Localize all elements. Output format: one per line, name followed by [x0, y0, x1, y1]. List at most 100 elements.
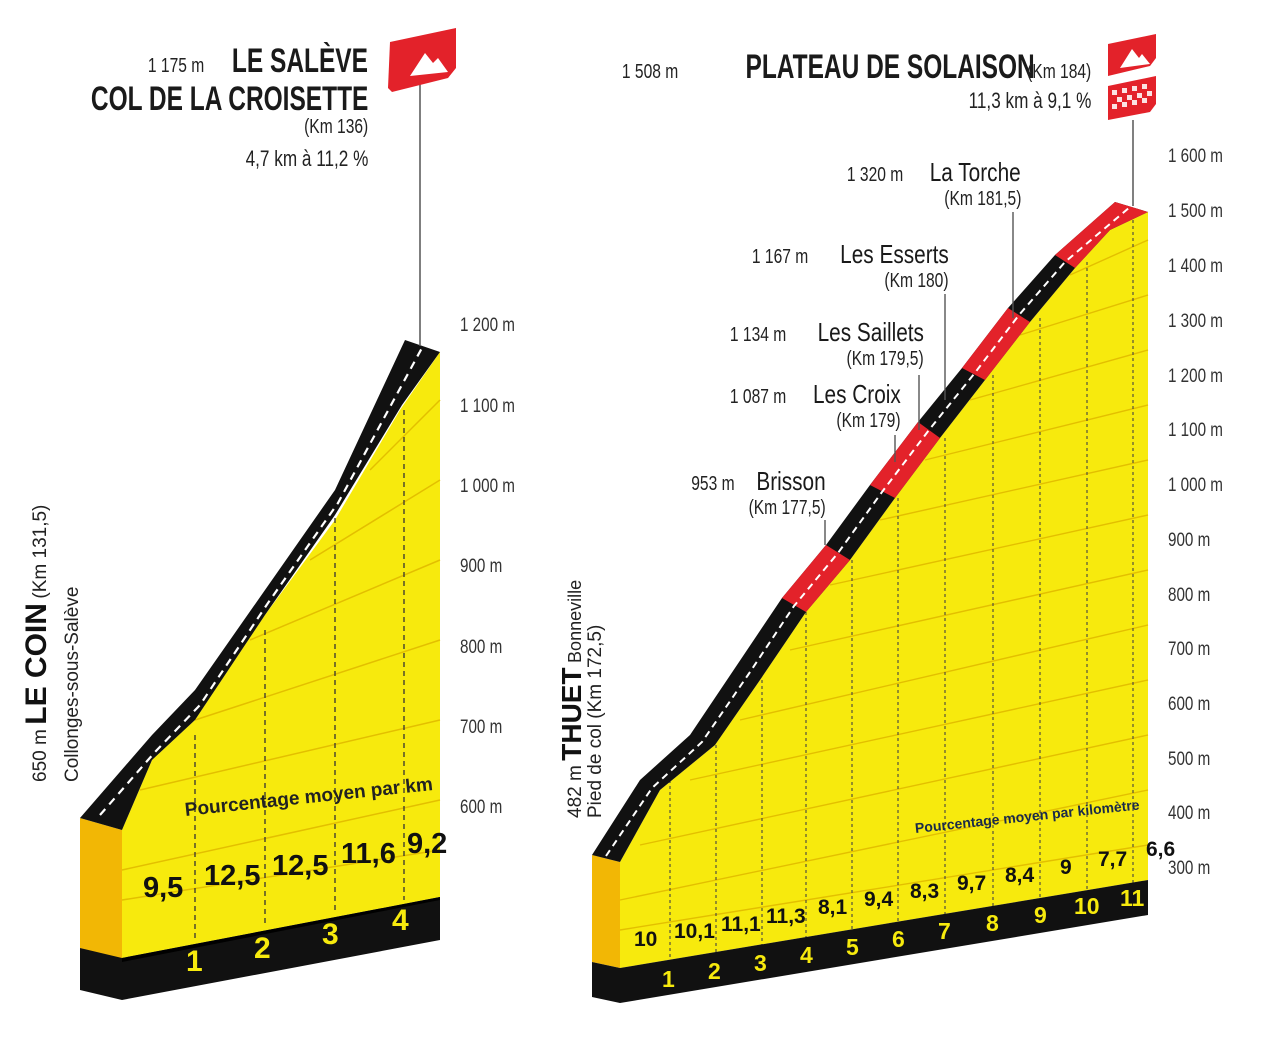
mountain-finish-flag-icon: [1108, 34, 1156, 120]
right-grid: [619, 239, 1149, 931]
left-elevation-area: [122, 352, 440, 958]
right-km-dividers: [669, 220, 1134, 960]
left-start-place: Collonges-sous-Salève: [62, 586, 83, 782]
left-summit-title-line2: COL DE LA CROISETTE: [0, 80, 368, 119]
km-marker: 10: [1074, 893, 1100, 919]
left-summit-altitude: 1 175 m: [148, 55, 205, 77]
left-road: [80, 340, 440, 830]
waypoint-brisson: 953 m Brisson (Km 177,5): [679, 466, 826, 520]
left-base-band: [80, 897, 440, 1000]
right-y-tick: 300 m: [1168, 858, 1211, 879]
left-y-tick: 600 m: [460, 797, 503, 818]
waypoint-name: La Torche: [930, 157, 1021, 187]
right-y-tick: 900 m: [1168, 530, 1211, 551]
left-summit-km: (Km 136): [303, 116, 368, 138]
gradient-value: 9: [1060, 856, 1072, 879]
waypoint-name: Les Saillets: [817, 317, 924, 347]
left-y-tick: 800 m: [460, 637, 503, 658]
left-summit-title-line1: 1 175 m LE SALÈVE: [132, 42, 368, 81]
right-summit-title: 1 508 m PLATEAU DE SOLAISON (Km 184): [606, 48, 1091, 87]
waypoint-altitude: 953 m: [691, 473, 735, 495]
km-marker: 1: [186, 945, 203, 978]
left-summit-stats-wrap: 4,7 km à 11,2 %: [211, 146, 368, 172]
left-summit-stats: 4,7 km à 11,2 %: [245, 146, 368, 171]
right-start-name: THUET: [556, 667, 587, 761]
left-y-tick: 1 200 m: [460, 315, 515, 336]
right-y-tick: 600 m: [1168, 694, 1211, 715]
km-marker: 8: [986, 910, 999, 936]
gradient-value: 10,1: [674, 920, 715, 943]
left-summit-km-wrap: (Km 136): [286, 116, 368, 139]
gradient-value: 9,5: [143, 872, 184, 904]
right-start-sub: Pied de col (Km 172,5): [585, 624, 606, 818]
right-y-tick: 1 600 m: [1168, 146, 1223, 167]
right-y-tick: 700 m: [1168, 639, 1211, 660]
right-summit-name: PLATEAU DE SOLAISON: [745, 48, 1035, 86]
km-marker: 5: [846, 934, 859, 960]
km-marker: 11: [1120, 885, 1145, 911]
km-marker: 4: [392, 904, 409, 937]
km-marker: 6: [892, 926, 905, 952]
waypoint-altitude: 1 320 m: [846, 164, 903, 186]
right-summit-km: (Km 184): [1026, 61, 1091, 83]
left-grid: [121, 399, 441, 901]
right-y-tick: 500 m: [1168, 749, 1211, 770]
gradient-value: 8,3: [910, 880, 940, 903]
right-y-tick: 1 300 m: [1168, 311, 1223, 332]
left-y-tick: 700 m: [460, 717, 503, 738]
right-start-label: 482 m THUET Bonneville: [556, 580, 588, 818]
left-y-tick: 1 100 m: [460, 396, 515, 417]
left-summit-name-line2: COL DE LA CROISETTE: [90, 80, 368, 118]
gradient-value: 9,7: [957, 872, 987, 895]
waypoint-la-torche: 1 320 m La Torche (Km 181,5): [831, 157, 1021, 211]
left-y-tick: 1 000 m: [460, 476, 515, 497]
waypoint-name: Les Croix: [813, 379, 901, 409]
right-road: [592, 202, 1148, 862]
km-marker: 3: [322, 918, 339, 951]
waypoint-les-saillets: 1 134 m Les Saillets (Km 179,5): [714, 317, 924, 371]
waypoint-km: (Km 177,5): [748, 497, 826, 519]
waypoint-km: (Km 179,5): [846, 348, 924, 370]
waypoint-name: Brisson: [756, 466, 826, 496]
right-elevation-area: [620, 212, 1148, 968]
right-start-town: Bonneville: [565, 579, 585, 663]
right-summit-altitude: 1 508 m: [621, 61, 679, 83]
right-y-tick: 1 200 m: [1168, 366, 1223, 387]
gradient-value: 7,7: [1098, 848, 1128, 871]
km-marker: 3: [754, 950, 767, 976]
waypoint-les-croix: 1 087 m Les Croix (Km 179): [714, 379, 901, 433]
right-summit-stats-wrap: 11,3 km à 9,1 %: [934, 88, 1091, 114]
km-marker: 9: [1034, 902, 1047, 928]
km-marker: 2: [708, 958, 721, 984]
km-marker: 1: [662, 966, 675, 992]
right-start-block: [592, 855, 620, 968]
right-profile-chart: [592, 34, 1156, 1003]
waypoint-km: (Km 181,5): [943, 188, 1021, 210]
gradient-value: 9,4: [864, 888, 894, 911]
right-y-tick: 800 m: [1168, 585, 1211, 606]
waypoint-altitude: 1 134 m: [730, 324, 787, 346]
right-start-altitude: 482 m: [565, 765, 586, 818]
gradient-value: 11,3: [766, 905, 806, 928]
left-km-dividers: [194, 410, 405, 940]
left-start-altitude: 650 m: [30, 729, 51, 782]
right-y-tick: 1 000 m: [1168, 475, 1223, 496]
mountain-flag-icon: [388, 28, 456, 92]
km-marker: 4: [800, 942, 813, 968]
right-road-centerline: [605, 206, 1131, 857]
km-marker: 2: [254, 932, 271, 965]
gradient-value: 9,2: [407, 828, 448, 860]
gradient-value: 10: [634, 928, 658, 951]
left-start-km: (Km 131,5): [30, 504, 51, 599]
waypoint-leaders: [824, 212, 1014, 545]
waypoint-km: (Km 180): [884, 270, 949, 292]
right-base-band: [592, 880, 1148, 1003]
gradient-value: 12,5: [272, 850, 329, 882]
right-summit-stats: 11,3 km à 9,1 %: [968, 88, 1091, 113]
left-start-name: LE COIN: [20, 603, 53, 725]
left-start-label: 650 m LE COIN (Km 131,5): [20, 505, 54, 782]
left-profile-chart: [80, 28, 456, 1000]
right-y-tick: 1 100 m: [1168, 420, 1223, 441]
